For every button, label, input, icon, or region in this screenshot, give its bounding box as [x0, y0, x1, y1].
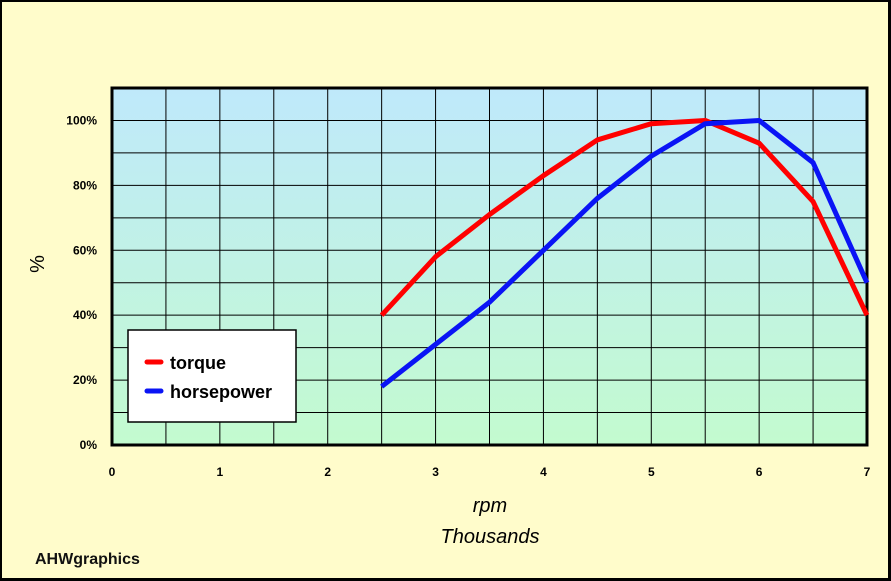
series-line-torque [379, 117, 870, 317]
y-tick-label: 80% [73, 178, 97, 192]
legend-label-horsepower: horsepower [170, 382, 272, 402]
y-tick-label: 20% [73, 373, 97, 387]
series-line-horsepower [380, 117, 870, 389]
x-tick-label: 3 [432, 465, 439, 479]
plot-border [110, 86, 869, 447]
legend-box [127, 329, 297, 423]
x-axis-ticks: 0 1 2 3 4 5 6 7 [109, 465, 871, 479]
y-tick-label: 100% [66, 113, 97, 127]
x-tick-label: 6 [756, 465, 763, 479]
legend: torque horsepower [127, 329, 297, 423]
x-axis-title: rpm [473, 495, 507, 517]
x-tick-label: 0 [109, 465, 116, 479]
y-axis-ticks: 0% 20% 40% 60% 80% 100% [66, 113, 97, 452]
x-tick-label: 1 [217, 465, 224, 479]
y-tick-label: 40% [73, 308, 97, 322]
x-tick-label: 5 [648, 465, 655, 479]
x-tick-label: 7 [864, 465, 871, 479]
grid [111, 88, 868, 445]
legend-label-torque: torque [170, 353, 226, 373]
x-tick-label: 4 [540, 465, 547, 479]
y-axis-title: % [27, 255, 49, 273]
brand-logo: AHWgraphics [35, 551, 140, 568]
y-tick-label: 0% [80, 438, 98, 452]
y-tick-label: 60% [73, 243, 97, 257]
x-axis-subtitle: Thousands [441, 526, 540, 548]
x-tick-label: 2 [324, 465, 331, 479]
series-lines [379, 117, 870, 389]
